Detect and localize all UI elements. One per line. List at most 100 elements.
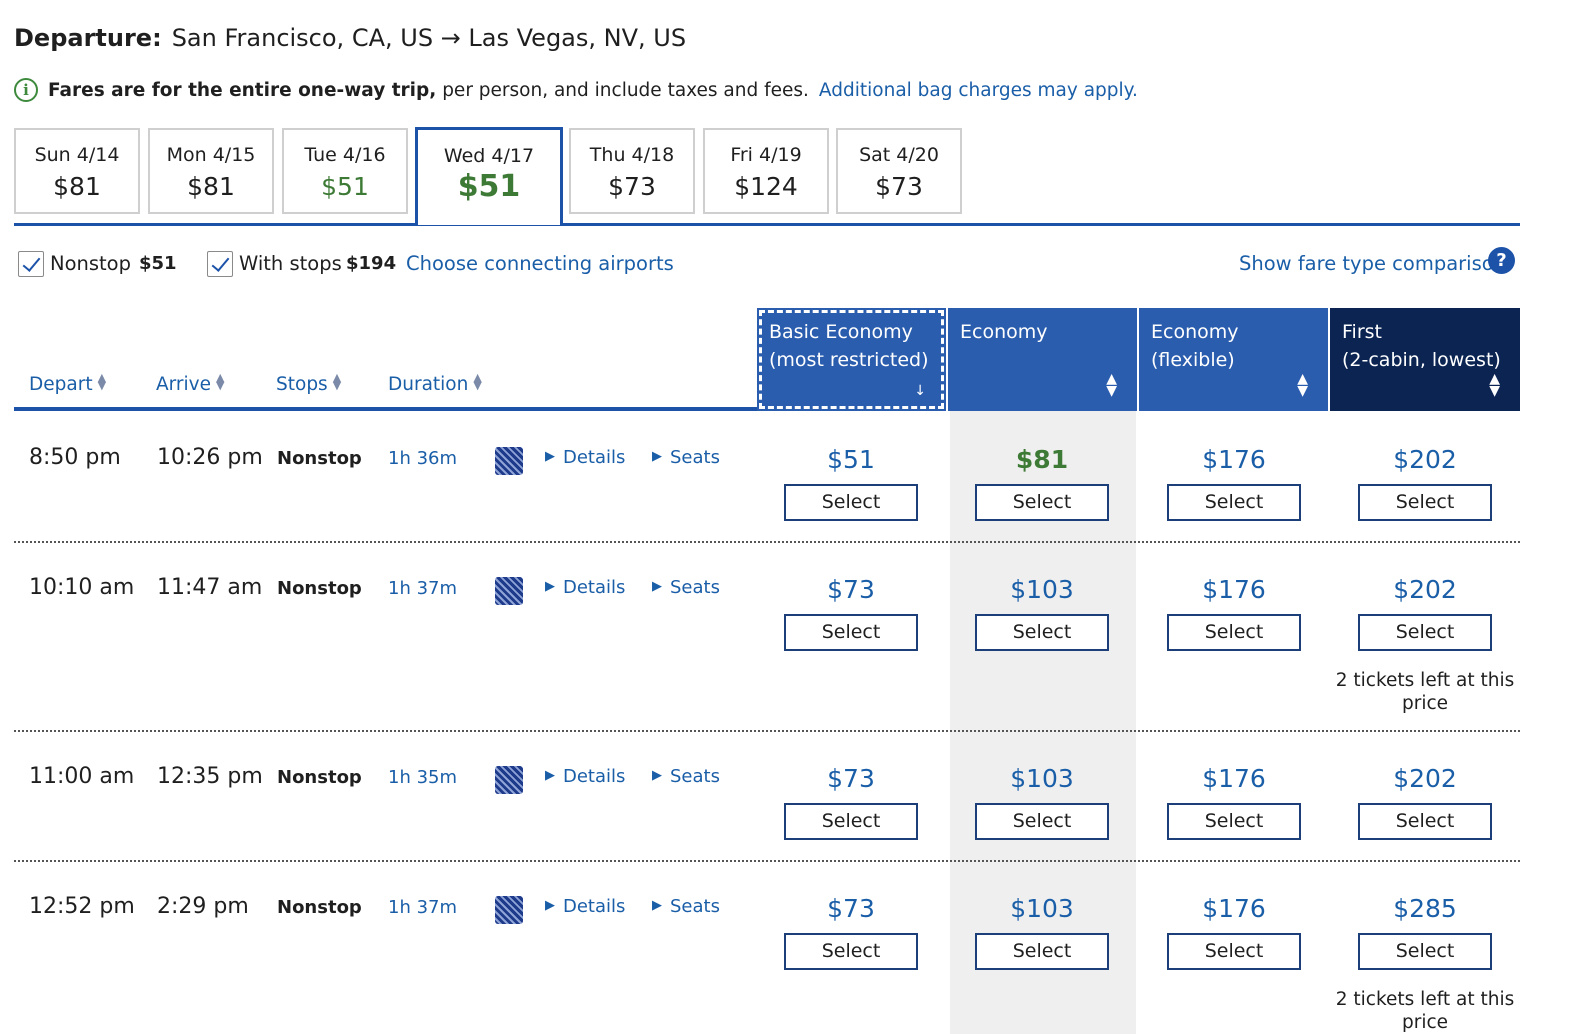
stops-text: Nonstop <box>277 897 362 918</box>
united-airlines-logo-icon <box>495 896 523 924</box>
date-tab-thu[interactable]: Thu 4/18 $73 <box>569 128 695 214</box>
date-tab-label: Fri 4/19 <box>730 144 802 166</box>
seats-link[interactable]: ▶ Seats <box>652 577 720 598</box>
sort-icon: ▲ ▼ <box>1297 371 1308 399</box>
info-icon: i <box>14 78 38 102</box>
select-button[interactable]: Select <box>1167 484 1301 521</box>
fare-economy: $103 Select <box>975 575 1109 651</box>
with-stops-checkbox[interactable] <box>207 251 233 277</box>
sort-icon: ▲ ▼ <box>1106 371 1117 399</box>
date-tab-sat[interactable]: Sat 4/20 $73 <box>836 128 962 214</box>
stops-text: Nonstop <box>277 767 362 788</box>
details-link[interactable]: ▶ Details <box>545 447 625 468</box>
fare-economy: $103 Select <box>975 894 1109 970</box>
seats-link[interactable]: ▶ Seats <box>652 896 720 917</box>
fare-economy-flexible: $176 Select <box>1167 575 1301 651</box>
date-tab-price: $81 <box>53 172 101 201</box>
fare-header-line1: Economy <box>1151 321 1239 343</box>
fare-price: $103 <box>1010 894 1074 923</box>
fare-first: $202 Select <box>1358 764 1492 840</box>
fare-header-line1: First <box>1342 321 1382 343</box>
date-tab-price: $73 <box>875 172 923 201</box>
seats-link[interactable]: ▶ Seats <box>652 447 720 468</box>
date-tab-label: Thu 4/18 <box>589 144 675 166</box>
fare-economy-flexible: $176 Select <box>1167 764 1301 840</box>
select-button[interactable]: Select <box>1358 933 1492 970</box>
sort-icon: ▲ ▼ <box>216 371 225 392</box>
flight-row: 8:50 pm 10:26 pm Nonstop 1h 36m ▶ Details… <box>14 411 1520 543</box>
date-tab-sun[interactable]: Sun 4/14 $81 <box>14 128 140 214</box>
fare-header-line2: (most restricted) <box>769 349 929 371</box>
fare-header-line2: (flexible) <box>1151 349 1235 371</box>
united-airlines-logo-icon <box>495 766 523 794</box>
fare-first: $202 Select <box>1358 575 1492 651</box>
fare-price: $73 <box>827 894 875 923</box>
stops-text: Nonstop <box>277 578 362 599</box>
sort-arrive[interactable]: Arrive ▲ ▼ <box>156 371 225 395</box>
duration-text: 1h 37m <box>388 578 458 599</box>
fare-price: $81 <box>1015 445 1069 474</box>
sort-icon: ▲ ▼ <box>97 371 107 392</box>
nonstop-checkbox[interactable] <box>18 251 44 277</box>
details-label: Details <box>563 896 626 917</box>
date-tab-fri[interactable]: Fri 4/19 $124 <box>703 128 829 214</box>
select-button[interactable]: Select <box>784 803 918 840</box>
date-tab-label: Wed 4/17 <box>443 145 535 167</box>
fare-price: $73 <box>827 575 875 604</box>
date-tab-tue[interactable]: Tue 4/16 $51 <box>282 128 408 214</box>
fare-header-basic-economy[interactable]: Basic Economy (most restricted) ↓ <box>757 308 946 411</box>
select-button[interactable]: Select <box>1167 933 1301 970</box>
details-label: Details <box>563 766 626 787</box>
sort-duration-label: Duration <box>388 374 469 395</box>
date-tab-wed-selected[interactable]: Wed 4/17 $51 <box>415 127 563 225</box>
select-button[interactable]: Select <box>975 614 1109 651</box>
select-button[interactable]: Select <box>1358 803 1492 840</box>
date-tab-price: $51 <box>457 169 521 204</box>
fare-header-first[interactable]: First (2-cabin, lowest) ▲ ▼ <box>1330 308 1520 411</box>
seats-label: Seats <box>670 896 720 917</box>
sort-arrow-down-icon: ↓ <box>914 383 926 399</box>
duration-text: 1h 36m <box>388 448 458 469</box>
fare-comparison-link[interactable]: Show fare type comparison <box>1239 252 1507 275</box>
select-button[interactable]: Select <box>975 484 1109 521</box>
help-icon[interactable]: ? <box>1488 247 1515 274</box>
date-tab-mon[interactable]: Mon 4/15 $81 <box>148 128 274 214</box>
fare-header-economy-flexible[interactable]: Economy (flexible) ▲ ▼ <box>1139 308 1328 411</box>
choose-connecting-airports-link[interactable]: Choose connecting airports <box>406 252 674 275</box>
select-button[interactable]: Select <box>784 614 918 651</box>
seats-label: Seats <box>670 447 720 468</box>
fare-first: $202 Select <box>1358 445 1492 521</box>
details-link[interactable]: ▶ Details <box>545 896 625 917</box>
fare-price: $285 <box>1393 894 1457 923</box>
select-button[interactable]: Select <box>1167 614 1301 651</box>
select-button[interactable]: Select <box>975 933 1109 970</box>
depart-time: 10:10 am <box>29 575 135 600</box>
select-button[interactable]: Select <box>1167 803 1301 840</box>
arrive-time: 10:26 pm <box>157 445 263 470</box>
sort-stops[interactable]: Stops ▲ ▼ <box>276 372 341 395</box>
details-link[interactable]: ▶ Details <box>545 766 625 787</box>
fare-price: $202 <box>1393 764 1457 793</box>
fare-price: $176 <box>1202 764 1266 793</box>
details-link[interactable]: ▶ Details <box>545 577 625 598</box>
fare-info-text: per person, and include taxes and fees. <box>442 79 809 101</box>
fare-price: $103 <box>1010 575 1074 604</box>
select-button[interactable]: Select <box>784 484 918 521</box>
seats-link[interactable]: ▶ Seats <box>652 766 720 787</box>
depart-time: 11:00 am <box>29 764 135 789</box>
depart-time: 12:52 pm <box>29 894 135 919</box>
date-selector: Sun 4/14 $81 Mon 4/15 $81 Tue 4/16 $51 W… <box>14 127 1520 226</box>
fare-header-economy[interactable]: Economy ▲ ▼ <box>948 308 1137 411</box>
sort-depart[interactable]: Depart ▲ ▼ <box>29 371 107 395</box>
arrive-time: 11:47 am <box>157 575 263 600</box>
date-tab-price: $81 <box>187 172 235 201</box>
header-underline <box>14 407 758 411</box>
select-button[interactable]: Select <box>1358 484 1492 521</box>
sort-stops-label: Stops <box>276 374 328 395</box>
seats-label: Seats <box>670 577 720 598</box>
sort-duration[interactable]: Duration ▲ ▼ <box>388 372 482 395</box>
select-button[interactable]: Select <box>784 933 918 970</box>
select-button[interactable]: Select <box>1358 614 1492 651</box>
bag-charges-link[interactable]: Additional bag charges may apply. <box>818 79 1138 101</box>
select-button[interactable]: Select <box>975 803 1109 840</box>
